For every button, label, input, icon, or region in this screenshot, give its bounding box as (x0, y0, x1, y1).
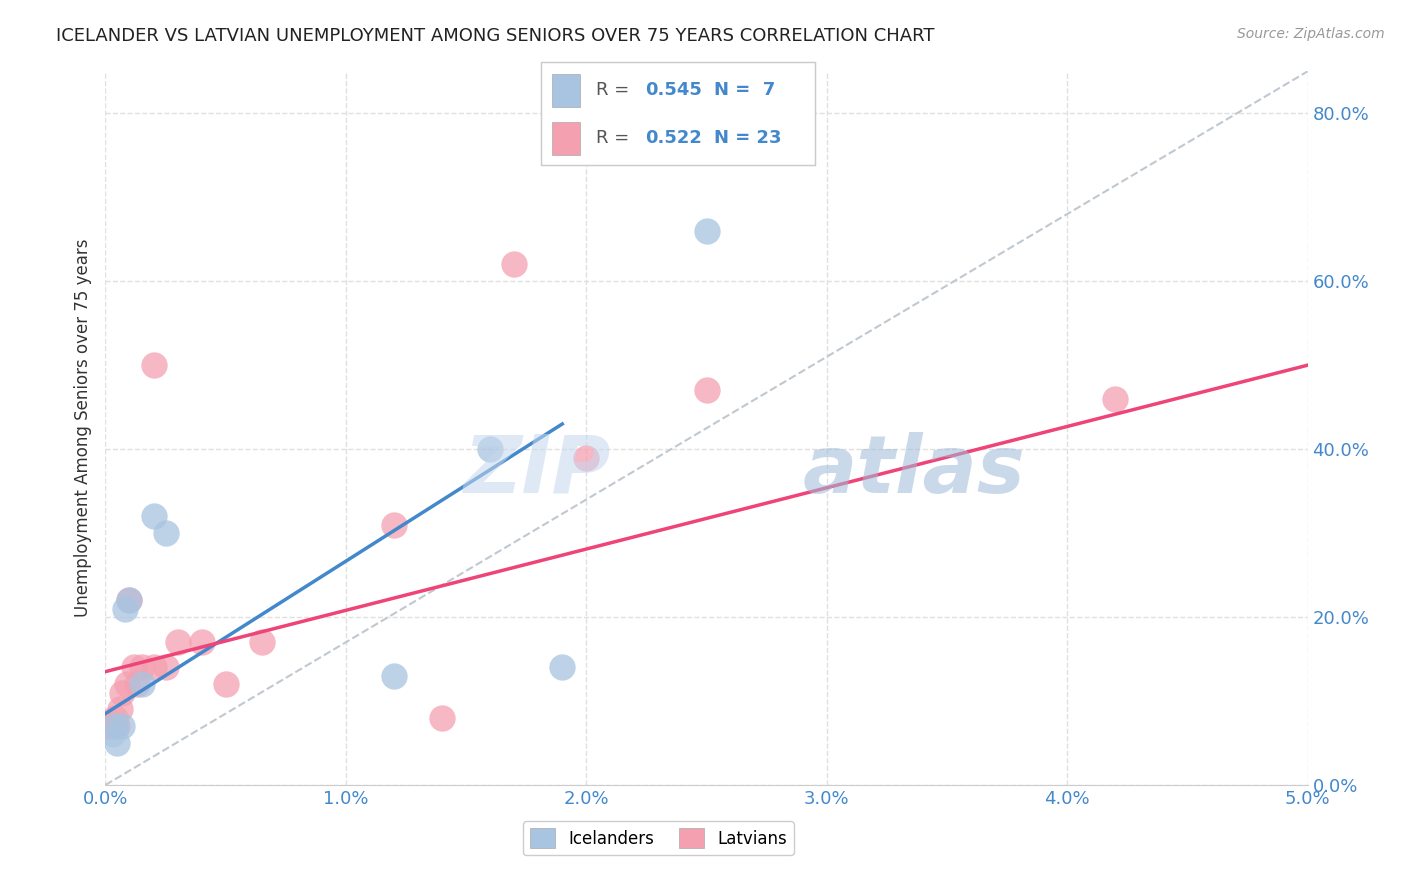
Point (190, 635, 212, 649)
Y-axis label: Unemployment Among Seniors over 75 years: Unemployment Among Seniors over 75 years (73, 239, 91, 617)
Point (575, 450, 598, 465)
Text: R =: R = (596, 129, 636, 147)
Text: R =: R = (596, 81, 636, 99)
Text: 0.545: 0.545 (645, 81, 703, 99)
Point (108, 702, 131, 716)
Point (696, 224, 718, 238)
Point (430, 711, 453, 725)
Point (98, 719, 121, 733)
Point (142, 509, 165, 524)
FancyBboxPatch shape (553, 74, 579, 106)
Point (214, 677, 236, 691)
Point (125, 677, 148, 691)
Point (382, 669, 405, 683)
Point (104, 711, 127, 725)
Text: atlas: atlas (803, 432, 1025, 510)
Point (118, 593, 141, 607)
Point (131, 677, 153, 691)
Legend: Icelanders, Latvians: Icelanders, Latvians (523, 822, 794, 855)
Point (142, 660, 165, 674)
Point (479, 442, 502, 457)
Point (111, 685, 134, 699)
Point (107, 736, 129, 750)
Point (1104, 392, 1126, 406)
Point (131, 660, 153, 674)
FancyBboxPatch shape (553, 122, 579, 155)
Point (101, 728, 124, 742)
Point (111, 719, 134, 733)
Text: ZIP: ZIP (463, 432, 610, 510)
Point (551, 660, 574, 674)
Point (107, 719, 129, 733)
Point (503, 257, 526, 271)
Text: N =  7: N = 7 (714, 81, 775, 99)
Point (118, 593, 141, 607)
Text: 0.522: 0.522 (645, 129, 703, 147)
Point (155, 660, 177, 674)
Point (142, 358, 165, 372)
Point (124, 660, 146, 674)
Text: N = 23: N = 23 (714, 129, 782, 147)
Point (696, 384, 718, 398)
Point (250, 635, 273, 649)
Text: Source: ZipAtlas.com: Source: ZipAtlas.com (1237, 27, 1385, 41)
Point (104, 719, 127, 733)
Text: ICELANDER VS LATVIAN UNEMPLOYMENT AMONG SENIORS OVER 75 YEARS CORRELATION CHART: ICELANDER VS LATVIAN UNEMPLOYMENT AMONG … (56, 27, 935, 45)
Point (155, 526, 177, 541)
Point (115, 677, 138, 691)
Point (166, 635, 188, 649)
Point (114, 601, 136, 615)
Point (382, 517, 405, 532)
